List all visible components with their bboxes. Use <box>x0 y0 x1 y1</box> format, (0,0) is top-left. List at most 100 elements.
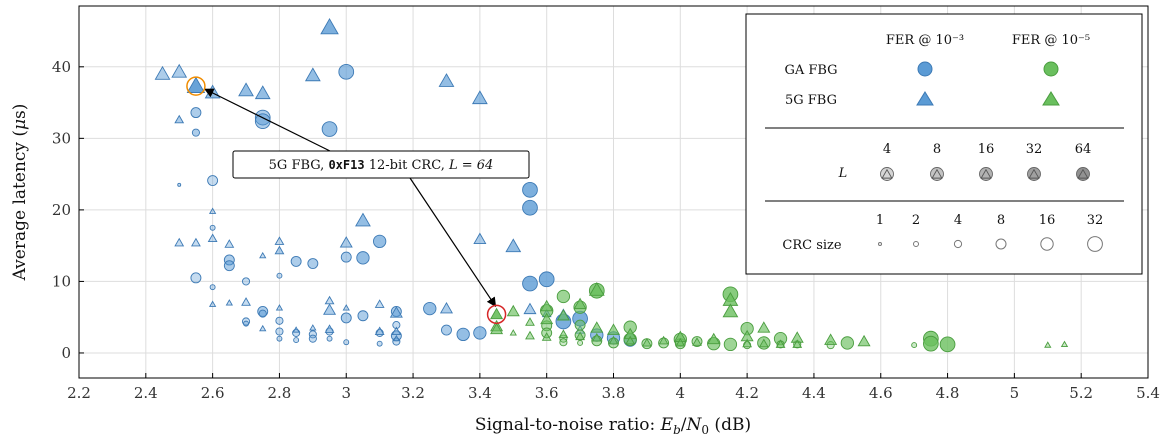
data-point-circle <box>276 335 283 342</box>
data-point-circle <box>392 321 401 330</box>
y-axis-label: Average latency (μs) <box>10 104 30 282</box>
data-point-triangle <box>506 304 520 317</box>
data-point-triangle <box>275 304 284 311</box>
data-point-triangle <box>707 332 721 345</box>
data-point-triangle <box>171 63 188 78</box>
legend-L-circle <box>1076 167 1090 181</box>
data-point-triangle <box>588 281 605 296</box>
legend-L-circle <box>930 167 944 181</box>
data-point-circle <box>307 258 319 269</box>
legend-crc-circle <box>1040 237 1054 251</box>
data-point-circle <box>538 271 555 288</box>
data-point-circle <box>559 338 568 347</box>
data-point-circle <box>321 121 338 137</box>
data-point-triangle <box>525 330 535 340</box>
data-point-triangle <box>490 322 504 335</box>
legend-5g-fer3-marker <box>916 91 934 106</box>
highlight-circle-orange <box>186 76 206 96</box>
x-axis-label: Signal-to-noise ratio: Eb/N0 (dB) <box>475 415 751 437</box>
legend-col-fer3: FER @ 10⁻³ <box>886 33 964 48</box>
data-point-triangle <box>439 301 453 314</box>
data-point-triangle <box>355 212 371 227</box>
data-point-triangle <box>389 306 403 318</box>
data-point-triangle <box>391 326 402 336</box>
data-point-triangle <box>324 295 335 305</box>
legend-crc-value: 16 <box>1039 213 1056 228</box>
data-point-circle <box>308 330 317 339</box>
data-point-triangle <box>641 337 652 347</box>
data-point-triangle <box>174 237 185 247</box>
x-tick-label: 3.4 <box>468 384 492 402</box>
legend-col-fer5: FER @ 10⁻⁵ <box>1012 33 1090 48</box>
data-point-triangle <box>525 317 535 326</box>
data-point-circle <box>326 335 333 342</box>
axis-ticks: 2.2 2.4 2.6 2.8 3 3.2 3.4 3.6 3.8 4 4.2 4.4 4.6 4.8 5 5… <box>52 58 1160 402</box>
data-point-triangle <box>758 338 769 348</box>
x-tick-label: 3.2 <box>401 384 425 402</box>
data-point-triangle <box>591 332 602 342</box>
legend-crc-circle <box>913 241 919 247</box>
data-point-circle <box>376 340 383 347</box>
data-point-triangle <box>1044 341 1052 348</box>
legend-ga-fer5-marker <box>1043 61 1059 77</box>
annotation-box <box>232 150 530 179</box>
data-point-triangle <box>473 232 487 244</box>
data-point-circle <box>207 175 219 187</box>
data-point-circle <box>356 251 370 265</box>
annotation-arrow-left <box>204 88 331 152</box>
data-point-circle <box>911 342 918 349</box>
legend-L-triangle <box>881 168 893 179</box>
data-point-circle <box>577 339 584 346</box>
legend-5g-fer5-marker <box>1042 91 1060 106</box>
annotation-text: 5G FBG, 0xF13 12-bit CRC, L = 64 <box>269 158 494 173</box>
legend-box <box>745 13 1143 275</box>
data-point-triangle <box>154 65 171 80</box>
y-tick-label: 10 <box>52 272 71 290</box>
data-point-triangle <box>207 233 218 243</box>
data-point-circle <box>373 234 387 249</box>
data-point-triangle <box>274 245 285 255</box>
legend-crc-circle <box>1087 236 1103 252</box>
data-point-triangle <box>792 339 803 348</box>
data-point-circle <box>209 224 216 231</box>
legend-crc-value: 8 <box>997 213 1005 228</box>
legend-L-value: 4 <box>883 142 891 157</box>
legend-row-5g: 5G FBG <box>785 93 837 108</box>
data-point-triangle <box>374 299 385 308</box>
data-point-circle <box>191 128 200 137</box>
data-point-triangle <box>191 237 201 247</box>
x-tick-label: 2.6 <box>201 384 225 402</box>
data-point-circle <box>556 289 571 304</box>
data-point-triangle <box>540 299 554 312</box>
data-point-triangle <box>274 236 285 245</box>
data-point-triangle <box>309 324 317 331</box>
data-point-circle <box>343 339 350 346</box>
legend-crc-label: CRC size <box>782 238 841 253</box>
legend-L-circle <box>1027 167 1041 181</box>
legend-L-circle <box>880 167 894 181</box>
legend-L-value: 16 <box>978 142 995 157</box>
data-point-circle <box>209 284 216 291</box>
y-tick-label: 20 <box>52 201 71 219</box>
data-point-triangle <box>857 334 871 347</box>
y-tick-label: 30 <box>52 129 71 147</box>
data-point-circle <box>923 335 939 352</box>
legend-L-circle <box>979 167 993 181</box>
data-point-triangle <box>606 323 621 335</box>
data-point-circle <box>441 324 452 336</box>
data-point-circle <box>574 319 586 331</box>
data-point-triangle <box>742 338 753 348</box>
data-point-circle <box>357 310 369 322</box>
x-tick-label: 2.8 <box>268 384 292 402</box>
x-tick-label: 4.8 <box>936 384 960 402</box>
data-point-triangle <box>575 331 586 341</box>
x-tick-label: 5 <box>1010 384 1020 402</box>
data-point-triangle <box>692 337 702 346</box>
data-point-circle <box>473 326 487 340</box>
x-tick-label: 5.2 <box>1069 384 1093 402</box>
data-point-triangle <box>292 326 300 333</box>
data-point-triangle <box>540 312 554 325</box>
legend-crc-value: 2 <box>912 213 920 228</box>
data-point-triangle <box>1060 340 1069 347</box>
legend-crc-value: 1 <box>876 213 884 228</box>
